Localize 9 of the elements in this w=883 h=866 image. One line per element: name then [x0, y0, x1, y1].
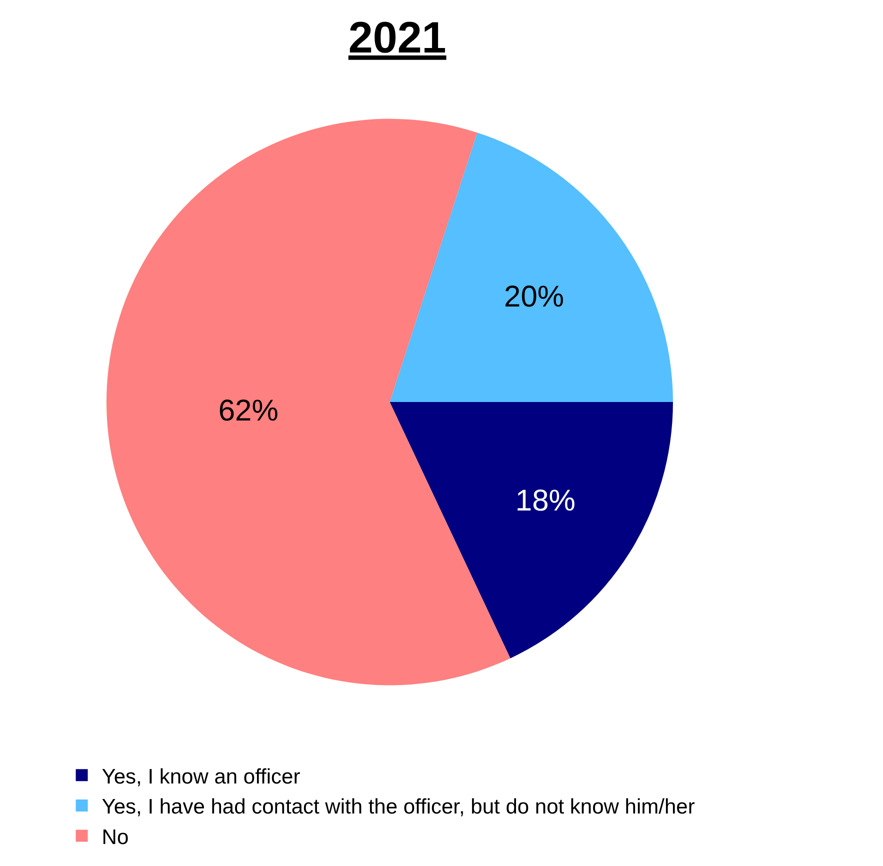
- pie-slice: [390, 132, 673, 402]
- data-label: 18%: [515, 484, 576, 518]
- pie-slice: [390, 402, 673, 658]
- legend-label: Yes, I know an officer: [102, 765, 300, 788]
- legend-label: No: [102, 826, 129, 849]
- legend-label: Yes, I have had contact with the officer, but do not know him/her: [102, 796, 695, 819]
- chart-title: 2021: [348, 13, 446, 62]
- data-label: 62%: [218, 394, 278, 428]
- data-label: 20%: [504, 280, 564, 314]
